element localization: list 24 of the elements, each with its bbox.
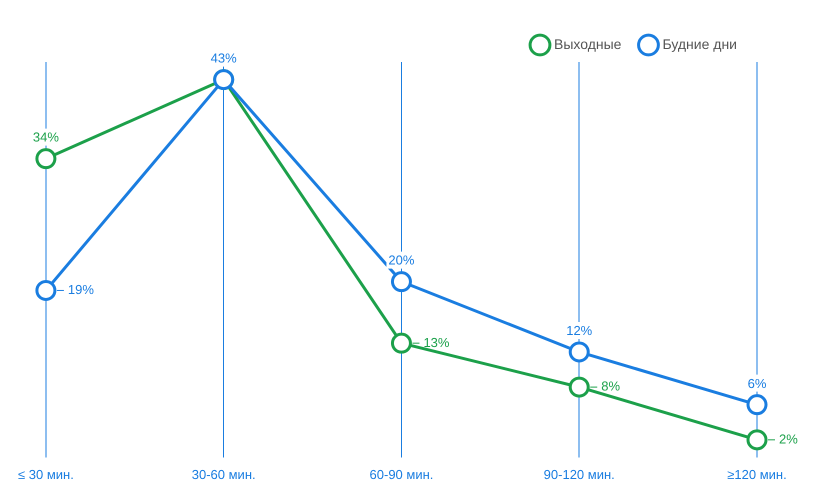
x-tick-label: ≤ 30 мин. — [18, 466, 74, 482]
data-label: 6% — [748, 376, 767, 391]
data-label: 2% — [779, 431, 798, 446]
point — [746, 429, 768, 450]
point — [746, 394, 768, 416]
point — [568, 341, 590, 362]
data-label: 43% — [210, 50, 238, 66]
point — [568, 376, 590, 398]
point — [35, 280, 56, 301]
x-tick-label: 60-90 мин. — [370, 466, 434, 482]
data-label: 34% — [32, 130, 60, 145]
point — [390, 332, 412, 354]
legend-label: Будние дни — [662, 36, 738, 52]
data-label: 8% — [601, 378, 620, 394]
data-label: 20% — [388, 252, 415, 268]
x-tick-label: 30-60 мин. — [192, 466, 256, 482]
data-label: 19% — [68, 282, 94, 298]
data-label: 13% — [423, 334, 450, 350]
x-tick-label: ≥120 мин. — [727, 466, 787, 482]
x-tick-label: 90-120 мин. — [544, 466, 615, 482]
legend-label: Выходные — [554, 36, 622, 52]
data-label: 12% — [566, 323, 593, 338]
point — [390, 271, 412, 292]
point — [35, 148, 56, 170]
